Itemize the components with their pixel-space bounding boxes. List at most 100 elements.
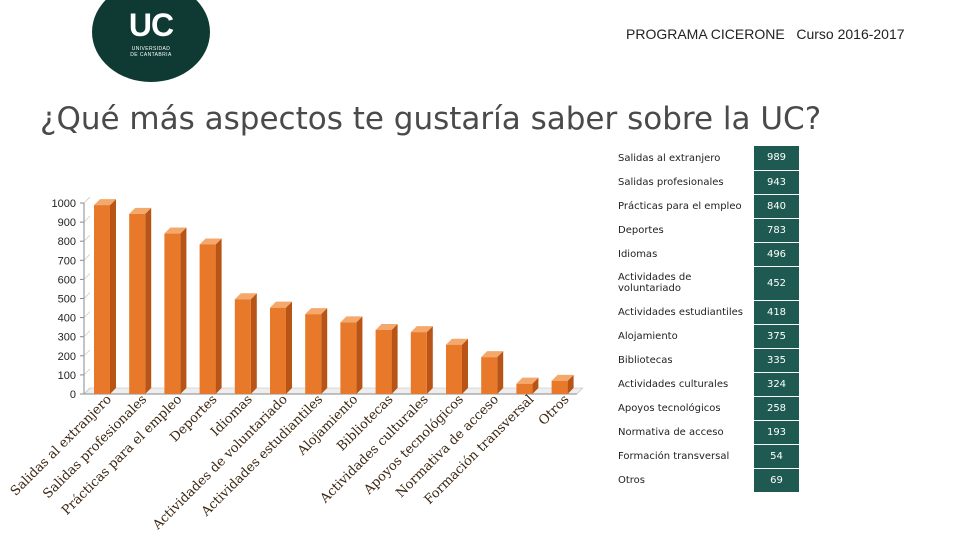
y-tick-depth-300 [83,330,91,337]
row-label: Formación transversal [612,444,754,468]
row-value: 840 [754,194,799,219]
bar-side-4 [215,238,222,394]
row-value: 54 [754,444,799,469]
row-label: Salidas al extranjero [612,146,754,170]
program-header: PROGRAMA CICERONE Curso 2016-2017 [626,26,905,42]
logo-subtitle: UNIVERSIDAD DE CANTABRIA [92,46,210,58]
bar-side-11 [462,338,468,394]
bar-side-10 [426,326,433,394]
table-row: Actividades estudiantiles 418 [612,300,799,325]
row-value: 324 [754,372,799,397]
table-row: Otros 69 [612,468,799,493]
y-tick-label: 800 [58,236,76,248]
table-row: Bibliotecas 335 [612,348,799,373]
bar-top-13 [516,377,539,384]
y-tick-label: 1000 [52,198,76,210]
table-row: Actividades culturales 324 [612,372,799,397]
table-row: Prácticas para el empleo 840 [612,194,799,219]
bar-side-9 [391,324,398,394]
y-tick-depth-900 [83,215,91,223]
bar-3 [164,233,181,394]
table-row: Formación transversal 54 [612,444,799,469]
y-tick-label: 700 [58,255,76,267]
row-label: Apoyos tecnológicos [612,396,754,420]
y-tick-label: 900 [58,217,76,229]
row-value: 69 [754,468,799,493]
bar-side-3 [180,227,187,394]
row-value: 375 [754,324,799,349]
row-label: Normativa de acceso [612,420,754,444]
chart-floor [83,387,584,395]
bar-2 [129,213,146,394]
y-tick-label: 400 [58,313,76,325]
bar-top-11 [446,338,468,345]
bar-top-7 [305,308,328,315]
bar-top-8 [340,316,363,323]
y-tick-depth-200 [83,349,91,357]
logo-subtitle-line2: DE CANTABRIA [130,52,172,58]
y-tick-depth-1000 [83,196,91,204]
row-value: 496 [754,242,799,267]
bar-side-12 [497,351,504,394]
bar-4 [199,244,216,394]
row-label: Idiomas [612,242,754,266]
row-label: Actividades estudiantiles [612,300,754,324]
row-value: 989 [754,146,799,171]
bar-side-7 [321,308,328,394]
bar-9 [375,330,392,394]
bar-13 [516,383,533,394]
row-label: Otros [612,468,754,492]
y-tick-label: 600 [58,274,76,286]
bar-top-2 [129,207,152,214]
slide-title: ¿Qué más aspectos te gustaría saber sobr… [40,101,822,137]
y-tick-depth-500 [83,292,91,299]
y-tick-label: 300 [58,332,76,344]
row-value: 193 [754,420,799,445]
values-table: Salidas al extranjero 989 Salidas profesio… [612,146,799,493]
row-label: Alojamiento [612,324,754,348]
bar-side-8 [356,316,363,394]
bar-top-4 [199,238,222,245]
row-value: 335 [754,348,799,373]
bar-14 [551,380,568,394]
y-tick-depth-100 [83,368,91,376]
bar-top-3 [164,227,187,234]
bar-10 [410,332,427,394]
bar-6 [270,307,286,394]
logo-text: UC [128,7,174,43]
uc-logo: UC UNIVERSIDAD DE CANTABRIA [92,0,210,82]
bar-chart: 01002003004005006007008009001000Salidas … [8,196,584,530]
y-tick-depth-0 [83,387,91,395]
bar-top-5 [234,293,257,300]
y-tick-label: 500 [58,294,76,306]
bar-5 [234,299,251,394]
bar-top-9 [375,324,398,331]
y-tick-label: 200 [58,351,76,363]
bar-top-1 [94,199,116,206]
bar-7 [305,314,322,394]
bar-top-12 [481,351,504,358]
bar-1 [94,205,110,394]
table-row: Normativa de acceso 193 [612,420,799,445]
row-label: Actividades culturales [612,372,754,396]
row-value: 258 [754,396,799,421]
y-tick-depth-400 [83,311,91,318]
bar-top-6 [270,301,292,308]
bar-side-6 [286,301,292,394]
logo-subtitle-line1: UNIVERSIDAD [131,46,171,52]
bar-side-13 [532,377,539,394]
y-tick-label: 0 [70,389,76,401]
table-row: Salidas al extranjero 989 [612,146,799,171]
bar-8 [340,322,357,394]
bar-12 [481,357,498,394]
table-row: Alojamiento 375 [612,324,799,349]
row-value: 783 [754,218,799,243]
row-value: 943 [754,170,799,195]
row-value: 418 [754,300,799,325]
table-row: Salidas profesionales 943 [612,170,799,195]
bar-side-1 [110,199,116,394]
y-tick-label: 100 [58,370,76,382]
row-label: Actividades de voluntariado [612,266,754,300]
row-label: Deportes [612,218,754,242]
bar-side-14 [567,374,574,394]
